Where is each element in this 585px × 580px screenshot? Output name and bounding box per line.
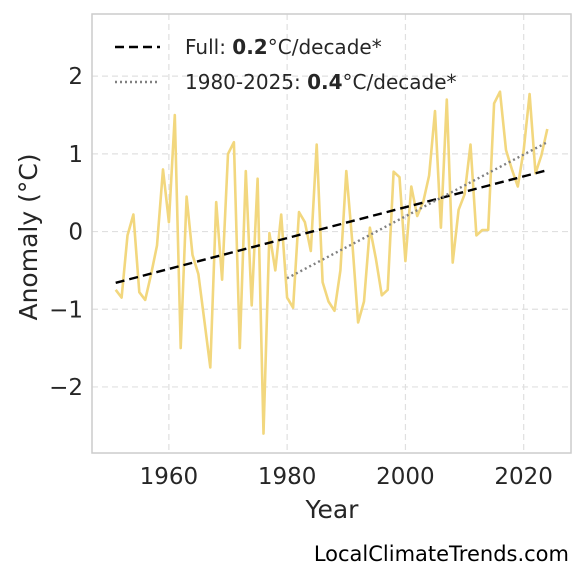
source-credit: LocalClimateTrends.com — [313, 542, 569, 566]
x-tick-label: 1960 — [140, 464, 199, 490]
trend-line-recent — [286, 141, 548, 280]
y-tick-label: 1 — [68, 142, 83, 168]
y-axis-title: Anomaly (°C) — [14, 153, 43, 320]
plot-frame — [91, 13, 572, 454]
series-layer — [114, 90, 549, 435]
legend-label-recent: 1980-2025: 0.4°C/decade* — [185, 70, 457, 94]
observed-anomaly-line — [114, 90, 549, 435]
grid — [92, 14, 571, 453]
legend-recent-prefix: 1980-2025: — [185, 70, 307, 94]
trend-line-full — [115, 169, 548, 284]
legend-recent-suffix: °C/decade* — [343, 70, 457, 94]
y-tick-label: −2 — [49, 375, 83, 401]
y-tick-label: −1 — [49, 297, 83, 323]
x-tick-label: 2000 — [376, 464, 435, 490]
legend-full-value: 0.2 — [232, 35, 267, 59]
y-tick-label: 0 — [68, 220, 83, 246]
legend-full-prefix: Full: — [185, 35, 232, 59]
legend-recent-value: 0.4 — [307, 70, 342, 94]
y-tick-label: 2 — [68, 64, 83, 90]
x-axis-title: Year — [305, 495, 360, 524]
x-tick-label: 1980 — [258, 464, 317, 490]
legend-label-full: Full: 0.2°C/decade* — [185, 35, 382, 59]
x-tick-label: 2020 — [494, 464, 553, 490]
legend-full-suffix: °C/decade* — [268, 35, 382, 59]
legend: Full: 0.2°C/decade* 1980-2025: 0.4°C/dec… — [115, 35, 457, 94]
tick-labels: 1960 1980 2000 2020 2 1 0 −1 −2 — [49, 64, 553, 490]
